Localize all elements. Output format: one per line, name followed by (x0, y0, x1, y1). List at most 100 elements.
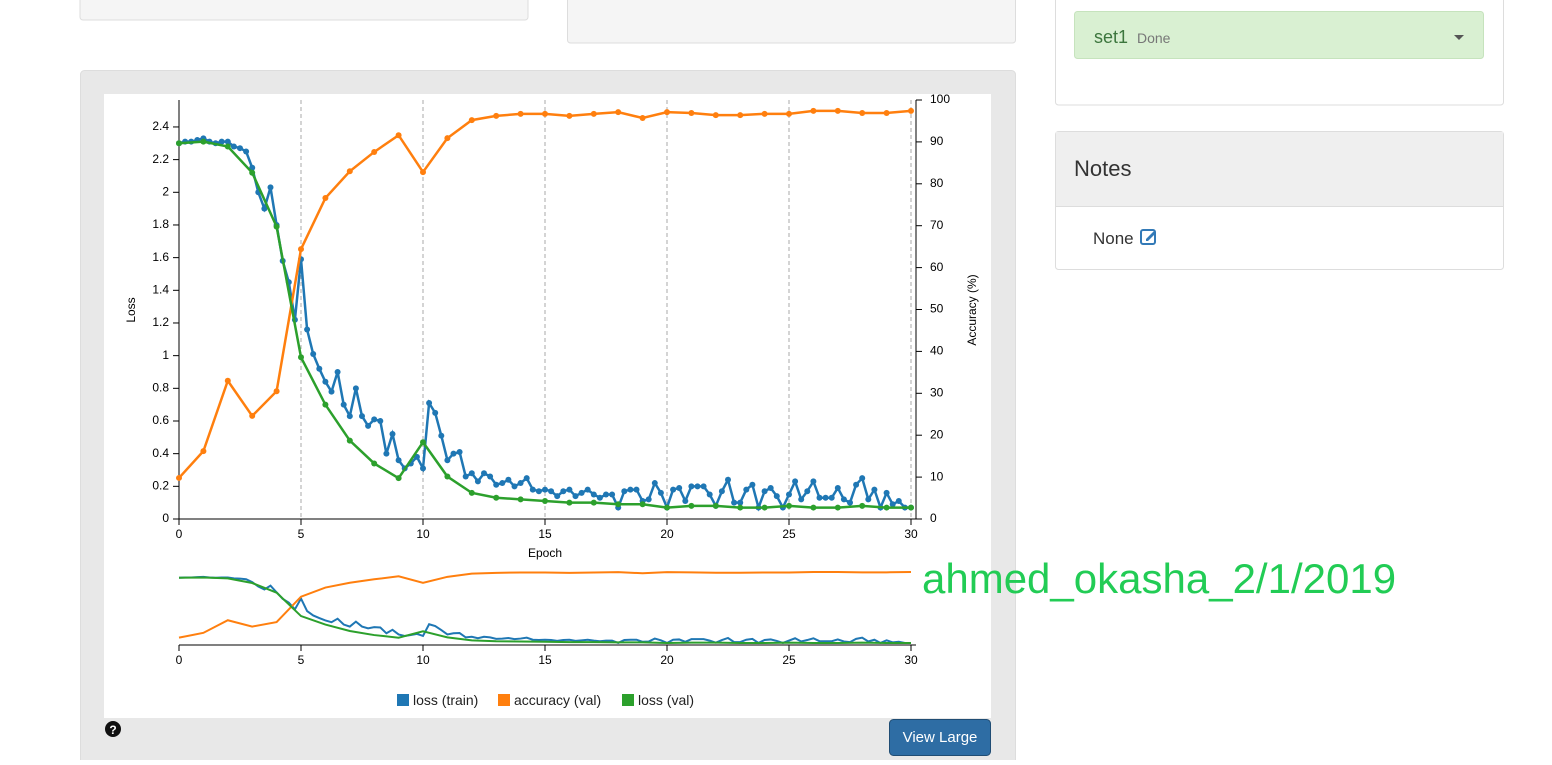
data-point (810, 504, 817, 511)
x-tick-label: 10 (416, 527, 430, 541)
legend-label: accuracy (val) (514, 692, 601, 708)
data-point (542, 110, 548, 117)
data-point (743, 486, 750, 493)
data-point (395, 132, 402, 139)
data-point (834, 484, 841, 491)
data-point (352, 385, 359, 392)
data-point (804, 488, 811, 495)
data-point (322, 195, 329, 202)
y-tick-label: 2.4 (152, 119, 169, 133)
mini-series-line (178, 576, 911, 644)
data-point (682, 498, 689, 505)
data-point (243, 148, 250, 155)
button-label: View Large (903, 729, 978, 746)
x-tick-label: 5 (298, 527, 305, 541)
legend-swatch (622, 694, 634, 706)
data-point (554, 493, 561, 500)
data-point (456, 449, 463, 456)
help-glyph: ? (109, 723, 116, 737)
legend-swatch (498, 694, 510, 706)
data-point (511, 483, 518, 490)
data-point (224, 377, 231, 384)
x-tick-label: 20 (660, 527, 674, 541)
notes-text: None (1093, 229, 1134, 248)
chart: 0 0.2 0.4 0.6 0.8 1 1.2 1.4 1.6 1.8 2 2.2 2.4 0 10 20 30… (124, 92, 979, 708)
mini-x-tick-label: 15 (538, 653, 552, 667)
data-point (468, 470, 475, 477)
data-point (444, 473, 451, 480)
y-tick-label: 0.4 (152, 446, 169, 460)
data-point (834, 504, 841, 511)
data-point (859, 475, 866, 482)
y2-tick-label: 70 (930, 218, 944, 232)
data-point (493, 494, 500, 501)
data-point (731, 499, 738, 506)
y2-tick-label: 60 (930, 260, 944, 274)
data-point (395, 457, 402, 464)
data-point (566, 486, 573, 493)
mini-x-tick-label: 20 (660, 653, 674, 667)
data-point (603, 491, 609, 498)
data-point (304, 326, 311, 333)
data-point (883, 489, 890, 496)
data-point (773, 493, 780, 500)
data-point (853, 481, 860, 488)
data-point (712, 112, 719, 119)
data-point (529, 486, 536, 493)
data-point (395, 475, 402, 482)
data-point (224, 143, 231, 150)
data-point (249, 412, 256, 419)
data-point (664, 504, 670, 511)
data-point (700, 483, 707, 490)
data-point (639, 115, 646, 122)
data-point (517, 496, 524, 503)
data-point (694, 483, 701, 490)
data-point (676, 484, 683, 491)
help-icon[interactable] (105, 721, 121, 737)
data-point (542, 486, 548, 493)
dropdown-label: set1 (1094, 27, 1128, 47)
edit-icon[interactable] (1140, 229, 1156, 245)
data-point (310, 351, 317, 358)
data-point (426, 400, 433, 407)
data-point (670, 486, 677, 493)
data-point (639, 501, 646, 508)
data-point (499, 480, 506, 487)
data-point (560, 488, 567, 495)
y2-tick-label: 30 (930, 385, 944, 399)
data-point (371, 416, 378, 423)
data-point (908, 504, 914, 511)
data-point (908, 107, 914, 114)
data-point (572, 493, 579, 500)
y-tick-label: 0.6 (152, 413, 169, 427)
y-axis-label: Loss (124, 297, 138, 322)
data-point (737, 112, 744, 119)
data-point (566, 112, 573, 119)
data-point (249, 169, 256, 176)
y-tick-label: 1.4 (152, 282, 169, 296)
y2-tick-label: 100 (930, 92, 950, 106)
view-large-button[interactable] (889, 719, 991, 756)
data-point (468, 117, 475, 124)
data-point (883, 109, 890, 116)
data-point (865, 496, 872, 503)
dropdown[interactable] (1074, 11, 1484, 59)
data-point (365, 422, 372, 429)
panel (79, 0, 529, 21)
data-point (432, 409, 439, 416)
data-point (737, 499, 744, 506)
data-point (590, 110, 597, 117)
x-tick-label: 25 (782, 527, 796, 541)
x-axis-label: Epoch (528, 546, 562, 560)
data-point (371, 148, 378, 155)
data-point (493, 112, 500, 119)
data-point (383, 450, 390, 457)
y2-tick-label: 40 (930, 344, 944, 358)
data-point (371, 460, 378, 467)
mini-x-tick-label: 0 (176, 653, 183, 667)
y-tick-label: 0.2 (152, 479, 169, 493)
legend-label: loss (train) (413, 692, 478, 708)
data-point (578, 489, 585, 496)
data-point (596, 494, 603, 501)
